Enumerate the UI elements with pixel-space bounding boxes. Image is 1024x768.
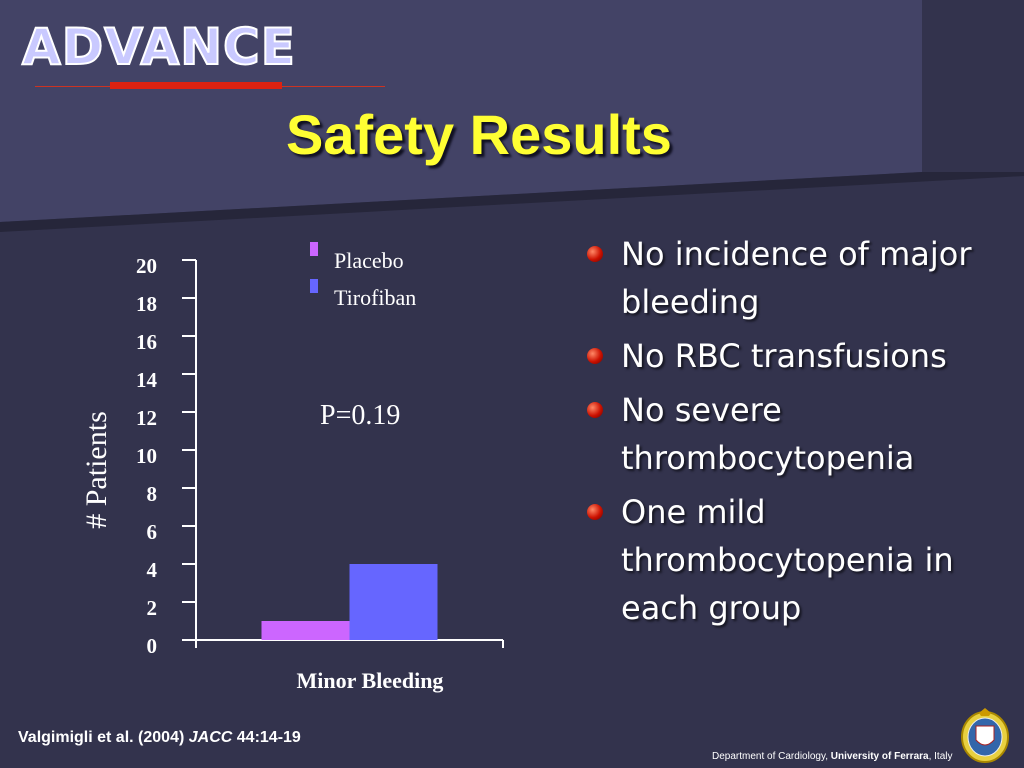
y-tick-label: 16	[136, 330, 157, 354]
citation-ref: 44:14-19	[236, 729, 301, 746]
legend-label: Tirofiban	[334, 285, 416, 310]
y-axis-title: # Patients	[80, 411, 113, 529]
legend-label: Placebo	[334, 248, 404, 273]
findings-list: No incidence of major bleeding No RBC tr…	[585, 230, 1015, 638]
p-value-annotation: P=0.19	[320, 400, 400, 431]
bar-placebo	[261, 621, 350, 640]
y-tick-label: 10	[136, 444, 157, 468]
y-tick-label: 18	[136, 292, 157, 316]
slide-title: Safety Results	[286, 103, 672, 166]
legend-swatch	[310, 279, 318, 293]
bullet-icon	[587, 402, 603, 418]
y-tick-label: 12	[136, 406, 157, 430]
y-tick-label: 14	[136, 368, 158, 392]
bullet-icon	[587, 348, 603, 364]
y-tick-label: 20	[136, 254, 157, 278]
y-tick-label: 0	[147, 634, 158, 658]
legend-swatch	[310, 242, 318, 256]
y-tick-label: 8	[147, 482, 158, 506]
y-tick-label: 6	[147, 520, 158, 544]
logo-accent-bar	[110, 82, 282, 89]
finding-item: No RBC transfusions	[585, 332, 1015, 380]
x-category-label: Minor Bleeding	[297, 668, 444, 693]
bullet-icon	[587, 246, 603, 262]
citation-authors: Valgimigli et al. (2004)	[18, 729, 185, 746]
citation: Valgimigli et al. (2004) JACC 44:14-19	[18, 729, 301, 747]
y-tick-label: 4	[147, 558, 158, 582]
bar-tirofiban	[349, 564, 438, 640]
finding-item: No incidence of major bleeding	[585, 230, 1015, 326]
university-seal-icon	[961, 708, 1009, 763]
bullet-icon	[587, 504, 603, 520]
finding-item: No severe thrombocytopenia	[585, 386, 1015, 482]
y-tick-label: 2	[147, 596, 158, 620]
finding-item: One mild thrombocytopenia in each group	[585, 488, 1015, 632]
advance-logo: ADVANCE	[21, 17, 296, 77]
citation-journal: JACC	[188, 729, 233, 746]
department-credit: Department of Cardiology, University of …	[712, 751, 953, 762]
